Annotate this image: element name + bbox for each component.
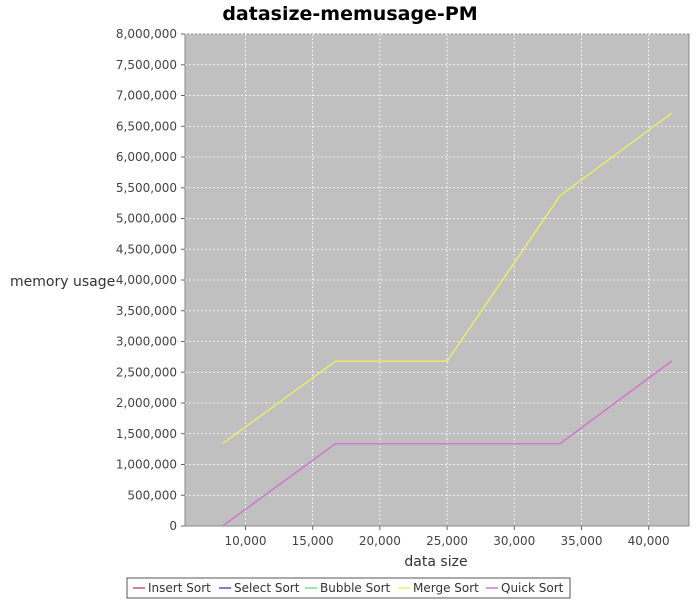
legend-label-insert-sort: Insert Sort: [148, 581, 211, 595]
y-tick-label: 2,000,000: [116, 396, 177, 410]
y-tick-label: 5,500,000: [116, 181, 177, 195]
series-line-quick-sort: [222, 360, 672, 527]
legend-label-quick-sort: Quick Sort: [501, 581, 564, 595]
y-tick-label: 500,000: [127, 488, 177, 502]
y-tick-label: 7,500,000: [116, 58, 177, 72]
x-tick-label: 10,000: [224, 534, 266, 548]
x-tick-label: 20,000: [359, 534, 401, 548]
chart-title: datasize-memusage-PM: [222, 3, 477, 25]
x-tick-label: 35,000: [560, 534, 602, 548]
y-tick-label: 1,000,000: [116, 458, 177, 472]
y-tick-label: 4,500,000: [116, 242, 177, 256]
y-tick-label: 3,000,000: [116, 335, 177, 349]
y-tick-label: 2,500,000: [116, 365, 177, 379]
y-tick-label: 8,000,000: [116, 27, 177, 41]
y-tick-label: 1,500,000: [116, 427, 177, 441]
x-tick-label: 25,000: [426, 534, 468, 548]
y-tick-label: 7,000,000: [116, 89, 177, 103]
x-tick-label: 30,000: [493, 534, 535, 548]
legend-label-select-sort: Select Sort: [234, 581, 300, 595]
series-lines: [222, 112, 672, 527]
x-tick-label: 15,000: [292, 534, 334, 548]
series-line-merge-sort: [222, 112, 672, 445]
y-tick-label: 0: [169, 519, 177, 533]
legend: Insert Sort Select Sort Bubble Sort Merge S…: [126, 577, 571, 599]
x-tick-label: 40,000: [628, 534, 670, 548]
y-tick-label: 6,000,000: [116, 150, 177, 164]
x-axis-label: data size: [404, 554, 467, 570]
axes: 0 500,000 1,000,000 1,500,000 2,000,000 2,500…: [116, 27, 670, 548]
grid: [185, 33, 689, 526]
y-tick-label: 3,500,000: [116, 304, 177, 318]
legend-label-bubble-sort: Bubble Sort: [320, 581, 390, 595]
y-tick-label: 6,500,000: [116, 119, 177, 133]
y-axis-label: memory usage: [10, 274, 115, 290]
legend-box: [126, 577, 571, 599]
legend-label-merge-sort: Merge Sort: [413, 581, 479, 595]
y-tick-label: 4,000,000: [116, 273, 177, 287]
y-tick-label: 5,000,000: [116, 212, 177, 226]
